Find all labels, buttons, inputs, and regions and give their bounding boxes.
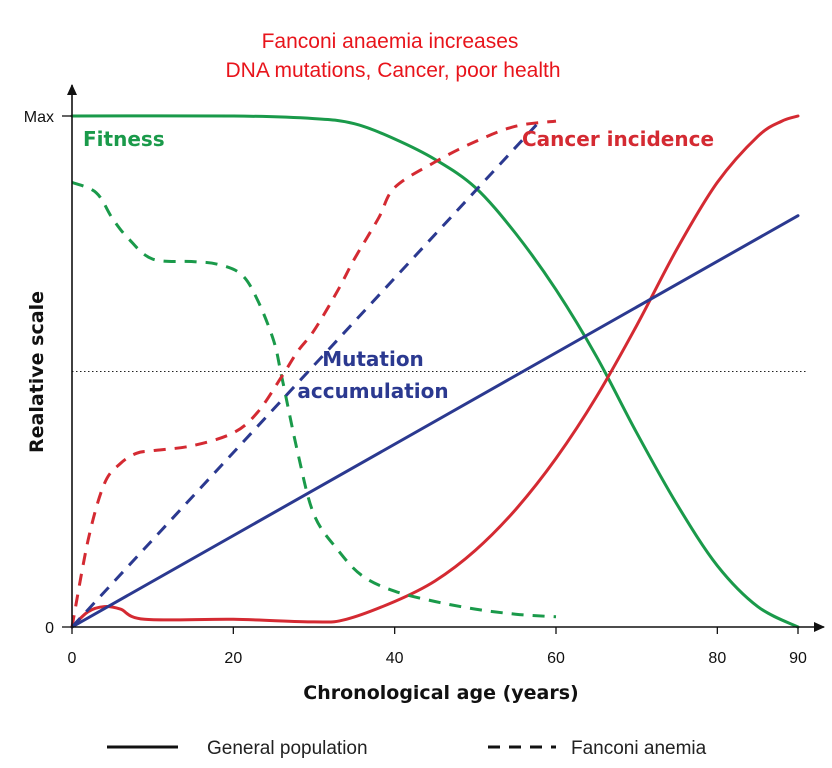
mutation-label: Mutation: [322, 347, 424, 371]
x-tick-label: 20: [224, 650, 242, 667]
legend-fanconi-anemia: Fanconi anemia: [571, 738, 707, 759]
mutation-accumulation-fanconi-line: [70, 120, 541, 629]
mutation-accumulation-general-line: [70, 214, 800, 629]
y-axis-label: Realative scale: [26, 291, 48, 453]
y-tick-label: 0: [45, 620, 54, 637]
fitness-label: Fitness: [83, 127, 165, 151]
cancer-incidence-label: Cancer incidence: [522, 127, 714, 151]
accumulation-label: accumulation: [297, 379, 448, 403]
cancer-incidence-fanconi-line: [70, 119, 557, 628]
legend: General population Fanconi anemia: [107, 738, 707, 759]
chart-title-line-2: DNA mutations, Cancer, poor health: [225, 59, 560, 82]
x-tick-label: 90: [789, 650, 807, 667]
legend-general-population: General population: [207, 738, 368, 759]
y-tick-label: Max: [24, 109, 54, 126]
tick-layer: 0 20 40 60 80 90 0 Max: [24, 109, 807, 667]
x-tick-label: 0: [68, 650, 77, 667]
x-tick-label: 80: [708, 650, 726, 667]
x-tick-label: 40: [386, 650, 404, 667]
series-layer: [70, 114, 800, 629]
chart-title-line-1: Fanconi anaemia increases: [262, 30, 519, 53]
cancer-incidence-general-line: [70, 114, 800, 629]
fitness-general-line: [70, 114, 800, 629]
x-axis-label: Chronological age (years): [303, 682, 578, 704]
x-tick-label: 60: [547, 650, 565, 667]
fitness-fanconi-line: [71, 180, 557, 619]
